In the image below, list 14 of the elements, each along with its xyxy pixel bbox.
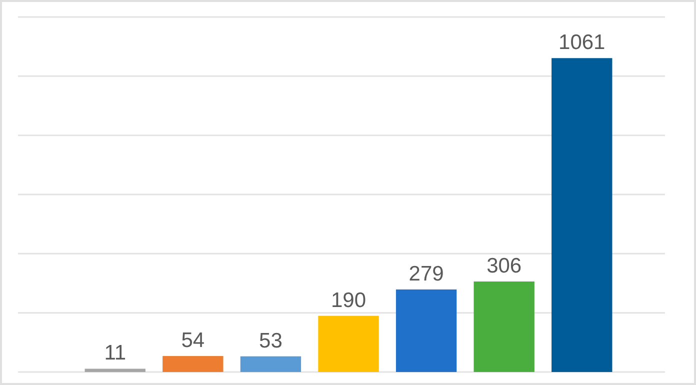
data-label: 53 [259, 329, 282, 352]
data-label: 11 [104, 342, 126, 365]
bar [240, 356, 302, 372]
data-label: 54 [181, 329, 205, 352]
data-label: 1061 [558, 31, 606, 54]
bar [84, 368, 146, 372]
data-label: 279 [408, 262, 444, 286]
data-label: 190 [330, 288, 366, 312]
bar [318, 316, 379, 372]
bar [474, 281, 534, 372]
bar [396, 289, 457, 372]
bar [162, 356, 224, 372]
bar [552, 58, 612, 372]
data-label: 306 [486, 254, 522, 278]
